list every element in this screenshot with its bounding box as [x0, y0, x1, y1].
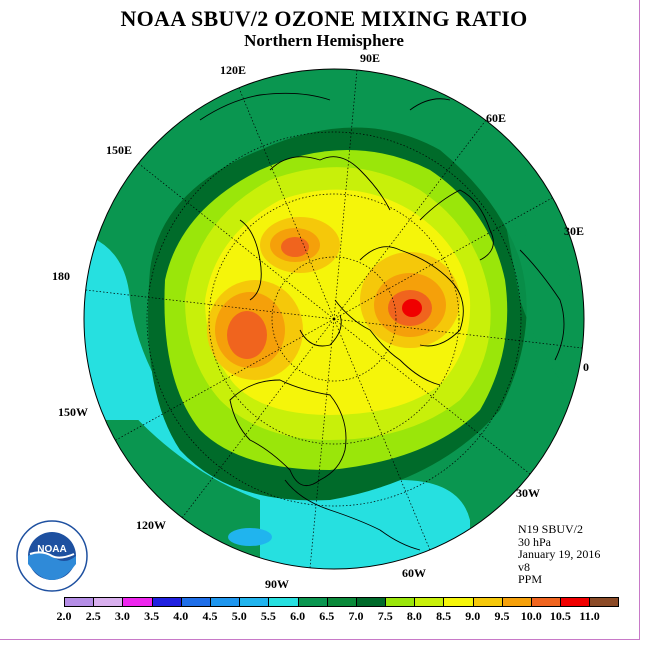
scale-tick-label: 8.5 — [436, 609, 452, 623]
scale-tick-label: 4.0 — [173, 609, 189, 623]
scale-swatch — [297, 597, 327, 607]
version-label: v8 — [518, 559, 530, 574]
scale-tick-label: 5.5 — [260, 609, 276, 623]
noaa-logo-text: NOAA — [37, 544, 66, 555]
lon-label-90e: 90E — [360, 51, 381, 65]
scale-tick-label: 6.0 — [290, 609, 306, 623]
scale-tick-label: 9.0 — [465, 609, 481, 623]
map-outline — [83, 68, 585, 570]
lon-label-180: 180 — [52, 269, 70, 283]
scale-swatch — [560, 597, 590, 607]
lon-label-30e: 30E — [564, 224, 585, 238]
scale-swatch — [326, 597, 356, 607]
scale-swatch — [209, 597, 240, 607]
scale-tick-label: 7.0 — [348, 609, 364, 623]
product-info: N19 SBUV/2 30 hPa January 19, 2016 v8 PP… — [518, 523, 600, 586]
scale-tick-label: 10.5 — [549, 609, 571, 623]
scale-swatch — [64, 597, 94, 607]
scale-tick-label: 3.0 — [114, 609, 130, 623]
scale-swatch — [239, 597, 269, 607]
lon-label-120e: 120E — [220, 63, 247, 77]
scale-tick-label: 7.5 — [377, 609, 393, 623]
lon-label-60w: 60W — [402, 566, 426, 580]
scale-tick-label: 5.0 — [231, 609, 247, 623]
map-title: NOAA SBUV/2 OZONE MIXING RATIO — [120, 6, 528, 31]
color-scale-ticks: 2.0 2.5 3.0 3.5 4.0 4.5 5.0 5.5 6.0 6.5 7.0 7.5 8.0 8… — [0, 609, 648, 623]
scale-swatch — [151, 597, 181, 607]
noaa-logo: NOAA — [16, 520, 88, 592]
scale-tick-label: 10.0 — [520, 609, 542, 623]
scale-swatch — [268, 597, 298, 607]
scale-swatch — [443, 597, 473, 607]
scale-tick-label: 8.0 — [406, 609, 422, 623]
lon-label-0: 0 — [583, 360, 589, 374]
scale-swatch — [414, 597, 444, 607]
scale-swatch — [355, 597, 386, 607]
scale-tick-label: 6.5 — [319, 609, 335, 623]
scale-swatch — [122, 597, 152, 607]
scale-swatch — [93, 597, 123, 607]
figure-border — [0, 0, 640, 640]
lon-label-150w: 150W — [58, 405, 88, 419]
graticule — [85, 69, 583, 569]
scale-swatch — [385, 597, 415, 607]
instrument-label: N19 SBUV/2 — [518, 522, 584, 536]
map-subtitle: Northern Hemisphere — [244, 31, 404, 50]
scale-swatch — [589, 597, 619, 607]
date-label: January 19, 2016 — [518, 547, 601, 561]
scale-tick-label: 4.5 — [202, 609, 218, 623]
color-scale-bar — [64, 597, 619, 607]
pressure-level-label: 30 hPa — [518, 534, 551, 549]
units-label: PPM — [518, 572, 543, 586]
lon-label-90w: 90W — [265, 577, 289, 591]
lon-label-30w: 30W — [516, 486, 540, 500]
scale-tick-label: 2.5 — [85, 609, 101, 623]
scale-swatch — [501, 597, 531, 607]
scale-swatch — [472, 597, 502, 607]
lon-label-60e: 60E — [486, 111, 507, 125]
scale-tick-label: 11.0 — [579, 609, 600, 623]
scale-tick-label: 9.5 — [494, 609, 510, 623]
lon-label-150e: 150E — [106, 143, 133, 157]
scale-swatch — [180, 597, 210, 607]
coastlines — [199, 92, 565, 551]
scale-tick-label: 3.5 — [144, 609, 160, 623]
lon-label-120w: 120W — [136, 518, 166, 532]
scale-tick-label: 2.0 — [56, 609, 72, 623]
scale-swatch — [531, 597, 561, 607]
